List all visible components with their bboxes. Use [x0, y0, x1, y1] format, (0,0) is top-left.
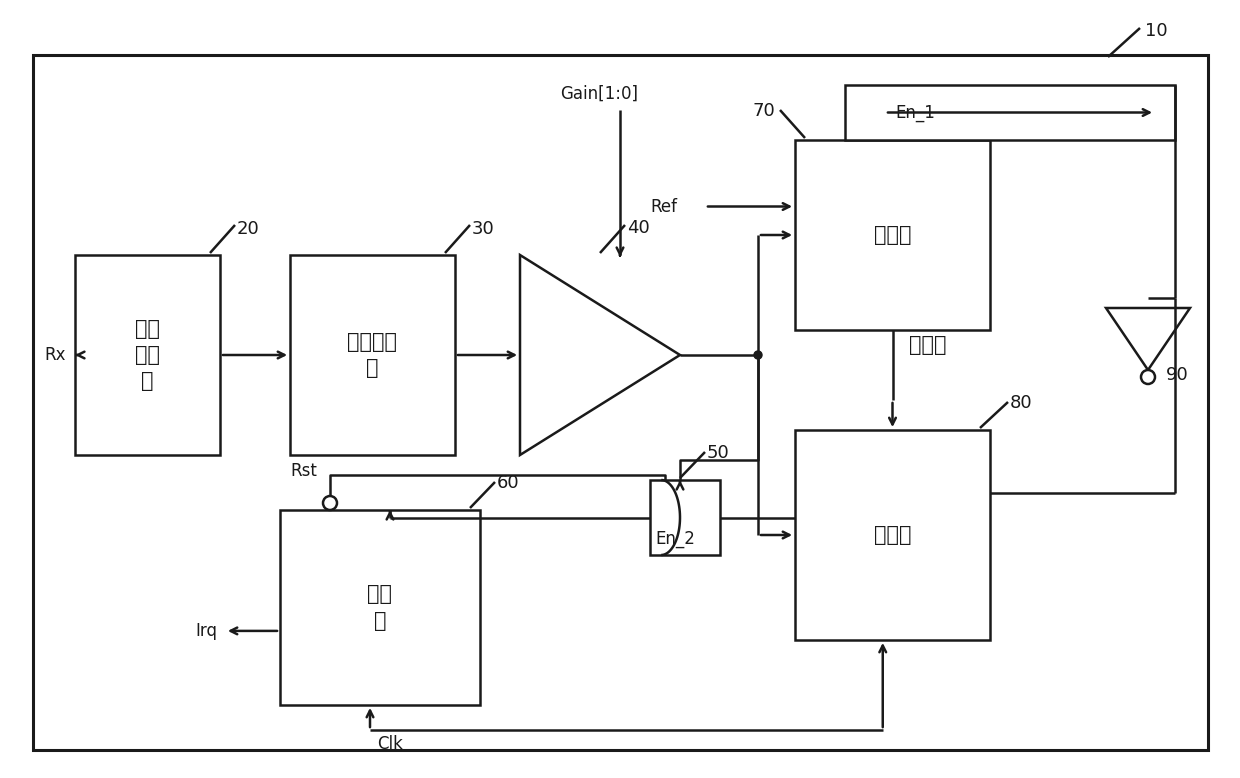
- Text: 包络检波
器: 包络检波 器: [347, 331, 398, 378]
- Text: 放大器: 放大器: [909, 335, 947, 355]
- Text: Rst: Rst: [290, 462, 317, 480]
- Bar: [280, 510, 480, 705]
- Text: 比较器: 比较器: [874, 225, 911, 245]
- Text: Rx: Rx: [43, 346, 66, 364]
- Polygon shape: [520, 255, 680, 455]
- Text: Irq: Irq: [195, 622, 217, 640]
- Bar: [650, 480, 720, 555]
- Text: 70: 70: [753, 102, 775, 120]
- Bar: [290, 255, 455, 455]
- Text: Clk: Clk: [377, 735, 403, 753]
- Text: 高通
滤波
器: 高通 滤波 器: [135, 319, 160, 391]
- Circle shape: [1141, 370, 1154, 384]
- Text: 90: 90: [1166, 366, 1189, 384]
- Polygon shape: [1106, 308, 1190, 370]
- Bar: [795, 140, 990, 330]
- Text: Ref: Ref: [650, 198, 677, 216]
- Circle shape: [754, 351, 763, 359]
- Bar: [74, 255, 219, 455]
- Text: 10: 10: [1145, 22, 1168, 40]
- Text: 40: 40: [627, 219, 650, 237]
- Text: 判决器: 判决器: [874, 525, 911, 545]
- Text: 60: 60: [497, 474, 520, 492]
- Text: 80: 80: [1011, 394, 1033, 412]
- Circle shape: [322, 496, 337, 510]
- Bar: [33, 55, 1208, 750]
- Text: En_1: En_1: [895, 103, 935, 121]
- Text: 计数
器: 计数 器: [367, 584, 393, 631]
- Text: 20: 20: [237, 220, 259, 238]
- Text: 50: 50: [707, 444, 730, 462]
- Bar: [844, 85, 1176, 140]
- Text: En_2: En_2: [655, 530, 694, 548]
- Text: 30: 30: [472, 220, 495, 238]
- Bar: [795, 430, 990, 640]
- Text: Gain[1:0]: Gain[1:0]: [560, 85, 639, 103]
